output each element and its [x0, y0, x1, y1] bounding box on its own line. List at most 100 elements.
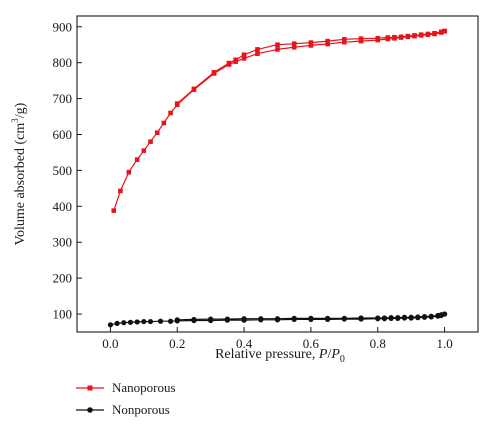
- nonporous-point: [121, 320, 127, 326]
- y-axis-title: Volume absorbed (cm3/g): [10, 102, 28, 245]
- nanoporous-point: [442, 28, 447, 34]
- y-tick-label: 300: [53, 235, 73, 250]
- nanoporous-point: [255, 47, 260, 52]
- nonporous-point: [401, 314, 408, 320]
- nonporous-point: [375, 315, 381, 321]
- y-tick-label: 800: [53, 55, 73, 70]
- legend-marker-nanoporous: [87, 385, 93, 391]
- nanoporous-point: [226, 60, 232, 66]
- nanoporous-point: [375, 35, 381, 41]
- nanoporous-point: [405, 33, 411, 39]
- x-tick-label: 0.0: [102, 336, 118, 351]
- nanoporous-point: [358, 38, 364, 44]
- nanoporous-point: [148, 139, 153, 144]
- nanoporous-point: [241, 52, 247, 58]
- nonporous-point: [381, 315, 388, 321]
- x-tick-label: 0.4: [236, 336, 253, 351]
- series-layer: [107, 28, 448, 328]
- nanoporous-point: [398, 34, 404, 40]
- y-tick-label: 700: [53, 91, 73, 106]
- nanoporous-point: [211, 70, 217, 75]
- x-axis-title-sub: 0: [340, 354, 345, 365]
- nanoporous-point: [342, 37, 347, 42]
- nonporous-point: [421, 313, 428, 320]
- nanoporous-point: [134, 157, 140, 162]
- nonporous-point: [415, 314, 421, 320]
- nonporous-point: [395, 315, 401, 321]
- x-tick-label: 0.6: [303, 336, 320, 351]
- nanoporous-point: [325, 41, 330, 47]
- x-tick-label: 0.2: [169, 336, 185, 351]
- y-axis-title-prefix: Volume absorbed (cm: [13, 123, 28, 246]
- nonporous-point: [167, 318, 174, 324]
- nanoporous-point: [308, 40, 314, 45]
- nanoporous-point: [291, 41, 297, 46]
- nonporous-point: [208, 316, 214, 322]
- nanoporous-point: [412, 33, 417, 38]
- nonporous-point: [141, 318, 147, 325]
- x-axis-title-sep: /: [327, 347, 331, 362]
- nanoporous-point: [255, 51, 260, 57]
- nonporous-point: [241, 316, 247, 322]
- nanoporous-point: [118, 188, 123, 194]
- nonporous-point: [134, 319, 140, 325]
- nanoporous-point: [191, 86, 197, 92]
- nonporous-point: [388, 315, 394, 321]
- plot-frame: [76, 15, 479, 333]
- nanoporous-point: [342, 39, 347, 45]
- y-axis-title-suffix: /g): [13, 102, 28, 118]
- nanoporous-point: [385, 35, 391, 40]
- nanoporous-point: [126, 169, 132, 175]
- y-tick-label: 500: [53, 163, 73, 178]
- nonporous-point: [291, 315, 297, 321]
- y-tick-label: 400: [53, 199, 73, 214]
- nanoporous-point: [358, 36, 364, 41]
- x-axis-title-var: P: [318, 347, 328, 362]
- nanoporous-point: [168, 110, 173, 116]
- nonporous-point: [258, 316, 264, 322]
- nanoporous-point: [241, 56, 247, 61]
- x-axis-title-prefix: Relative pressure,: [215, 347, 319, 362]
- nonporous-point: [114, 320, 120, 326]
- legend: Nanoporous Nonporous: [76, 380, 176, 417]
- nanoporous-point: [425, 31, 431, 37]
- nonporous-point: [308, 315, 314, 321]
- nonporous-point: [274, 316, 281, 322]
- nanoporous-point: [141, 148, 147, 153]
- nonporous-point: [191, 316, 197, 323]
- y-tick-label: 200: [53, 271, 73, 286]
- nonporous-point: [174, 317, 180, 323]
- nanoporous-point: [174, 101, 180, 106]
- nanoporous-point: [308, 43, 314, 48]
- nonporous-point: [224, 316, 230, 322]
- nanoporous-point: [275, 47, 280, 52]
- nanoporous-point: [161, 120, 167, 126]
- nonporous-point: [408, 314, 414, 320]
- legend-label-nonporous: Nonporous: [112, 402, 170, 417]
- nanoporous-point: [275, 42, 280, 48]
- nanoporous-point: [111, 208, 117, 213]
- nanoporous-point: [432, 30, 437, 36]
- nonporous-point: [428, 313, 434, 319]
- y-tick-label: 900: [53, 19, 73, 34]
- legend-label-nanoporous: Nanoporous: [112, 380, 176, 395]
- nonporous-point: [325, 315, 331, 321]
- x-tick-label: 0.8: [370, 336, 386, 351]
- nonporous-point: [147, 318, 154, 325]
- y-tick-label: 600: [53, 127, 73, 142]
- nonporous-point: [107, 322, 114, 328]
- legend-marker-nonporous: [87, 407, 93, 413]
- nonporous-point: [435, 312, 441, 319]
- nonporous-point: [358, 315, 364, 321]
- x-axis-title-var2: P: [330, 347, 340, 362]
- x-axis-title: Relative pressure, P/P0: [215, 347, 345, 365]
- y-axis-title-sup: 3: [10, 118, 20, 123]
- x-tick-label: 1.0: [436, 336, 452, 351]
- nanoporous-point: [154, 130, 160, 136]
- nanoporous-point: [418, 32, 424, 37]
- nanoporous-point: [438, 29, 444, 35]
- nanoporous-point: [325, 38, 330, 44]
- nanoporous-point: [291, 44, 297, 50]
- nonporous-point: [157, 318, 164, 324]
